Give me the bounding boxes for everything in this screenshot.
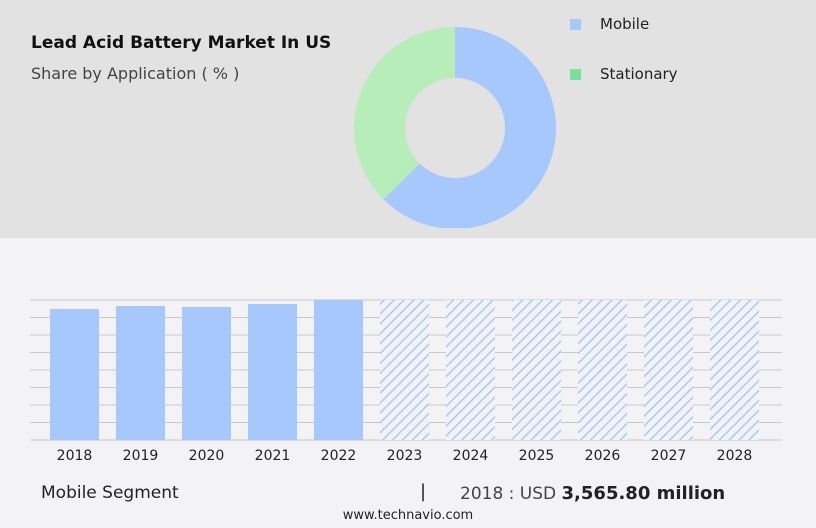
bar-2028 <box>710 300 759 440</box>
x-tick-label: 2027 <box>651 448 687 464</box>
bar-2019 <box>116 306 165 440</box>
legend-label: Mobile <box>600 15 650 33</box>
bar-2020 <box>182 307 231 440</box>
value: 3,565.80 million <box>561 483 726 504</box>
x-tick-label: 2025 <box>519 448 555 464</box>
x-tick-label: 2020 <box>189 448 225 464</box>
donut-slice-stationary <box>353 27 455 200</box>
legend-item-stationary: Stationary <box>570 65 678 83</box>
x-tick-label: 2026 <box>585 448 621 464</box>
bar-2021 <box>248 304 297 440</box>
legend-label: Stationary <box>600 65 678 83</box>
bar-2026 <box>578 300 627 440</box>
legend-swatch <box>570 68 581 80</box>
x-tick-label: 2021 <box>255 448 291 464</box>
year-label: 2018 : USD <box>460 484 557 504</box>
x-tick-label: 2024 <box>453 448 489 464</box>
x-tick-label: 2022 <box>321 448 357 464</box>
legend-item-mobile: Mobile <box>570 15 649 33</box>
donut-slice-mobile <box>383 27 556 228</box>
bar-2025 <box>512 300 561 440</box>
legend-swatch <box>570 18 581 30</box>
page-subtitle: Share by Application ( % ) <box>31 64 240 83</box>
bar-2027 <box>644 300 693 440</box>
bar-2023 <box>380 300 429 440</box>
segment-value: 2018 : USD 3,565.80 million <box>460 483 725 504</box>
separator: | <box>420 481 427 502</box>
x-tick-label: 2018 <box>57 448 93 464</box>
site-url: www.technavio.com <box>342 508 474 523</box>
bar-2024 <box>446 300 495 440</box>
x-tick-label: 2019 <box>123 448 159 464</box>
x-tick-label: 2023 <box>387 448 423 464</box>
segment-label: Mobile Segment <box>41 483 179 503</box>
bar-2022 <box>314 300 363 440</box>
bar-2018 <box>50 309 99 440</box>
page-title: Lead Acid Battery Market In US <box>31 33 332 53</box>
x-tick-label: 2028 <box>717 448 753 464</box>
